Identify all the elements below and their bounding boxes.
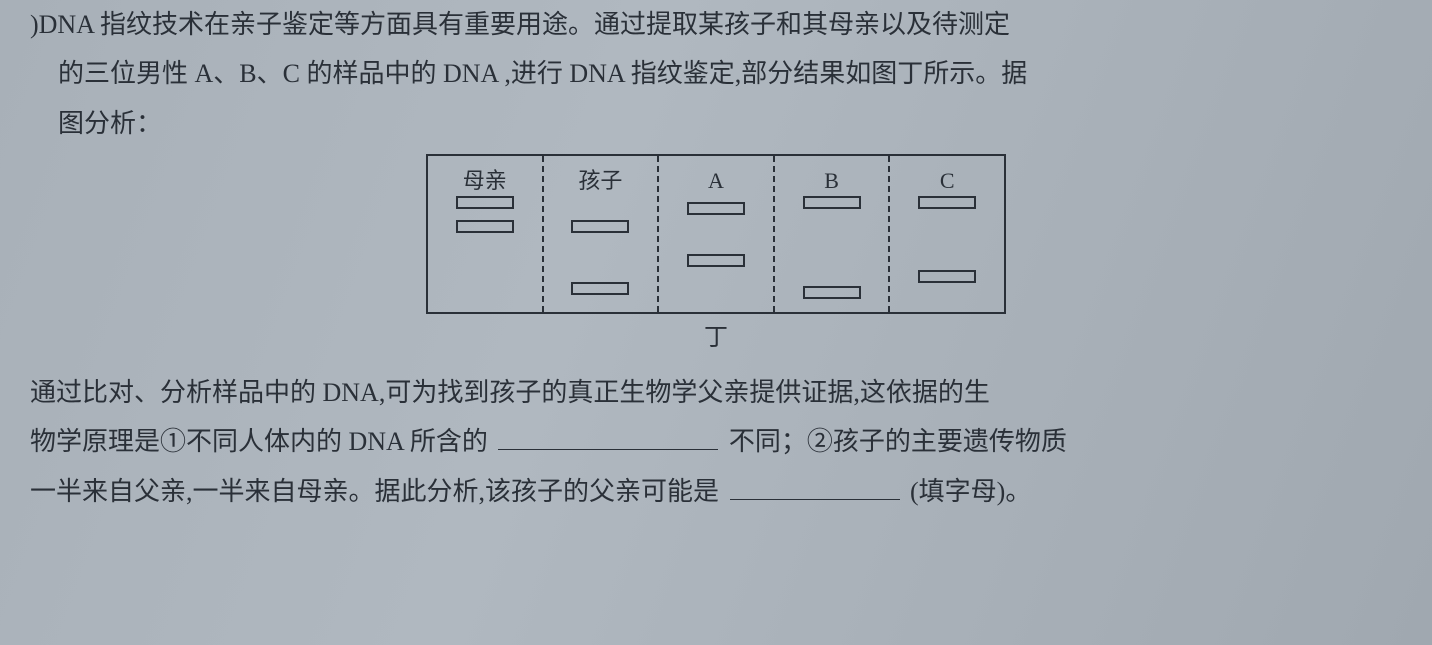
gel-lane: C xyxy=(890,156,1004,312)
gel-lane-bands xyxy=(659,188,773,312)
p2b-post: 不同；②孩子的主要遗传物质 xyxy=(729,427,1067,456)
gel-band xyxy=(687,202,745,215)
gel-lane-bands xyxy=(428,188,542,312)
gel-band xyxy=(571,282,629,295)
gel-box: 母亲 孩子 A B C xyxy=(426,154,1006,314)
paragraph-1-line-1: )DNA 指纹技术在亲子鉴定等方面具有重要用途。通过提取某孩子和其母亲以及待测定 xyxy=(30,0,1402,49)
gel-band xyxy=(918,196,976,209)
paragraph-2-line-1: 通过比对、分析样品中的 DNA,可为找到孩子的真正生物学父亲提供证据,这依据的生 xyxy=(30,368,1402,417)
paragraph-2-line-2: 物学原理是①不同人体内的 DNA 所含的 不同；②孩子的主要遗传物质 xyxy=(30,417,1402,466)
gel-lane-bands xyxy=(544,188,658,312)
paragraph-1-line-2: 的三位男性 A、B、C 的样品中的 DNA ,进行 DNA 指纹鉴定,部分结果如… xyxy=(30,49,1402,98)
page: )DNA 指纹技术在亲子鉴定等方面具有重要用途。通过提取某孩子和其母亲以及待测定… xyxy=(0,0,1432,536)
gel-band xyxy=(687,254,745,267)
paragraph-1-line-3: 图分析： xyxy=(30,99,1402,148)
gel-lane: 母亲 xyxy=(428,156,544,312)
gel-lane-label: B xyxy=(824,160,839,188)
gel-lane: 孩子 xyxy=(544,156,660,312)
gel-lane-bands xyxy=(775,188,889,312)
p2c-pre: 一半来自父亲,一半来自母亲。据此分析,该孩子的父亲可能是 xyxy=(30,477,719,506)
gel-band xyxy=(803,196,861,209)
gel-caption: 丁 xyxy=(704,316,728,362)
gel-band xyxy=(803,286,861,299)
gel-lane-label: C xyxy=(940,160,955,188)
p2b-pre: 物学原理是①不同人体内的 DNA 所含的 xyxy=(30,427,488,456)
gel-band xyxy=(456,196,514,209)
gel-band xyxy=(571,220,629,233)
gel-lane: B xyxy=(775,156,891,312)
gel-band xyxy=(918,270,976,283)
gel-lane-label: 孩子 xyxy=(578,160,622,188)
gel-lane-bands xyxy=(890,188,1004,312)
gel-band xyxy=(456,220,514,233)
p2c-post: (填字母)。 xyxy=(910,477,1031,506)
blank-1 xyxy=(498,424,718,450)
gel-lane-label: 母亲 xyxy=(463,160,507,188)
paragraph-2-line-3: 一半来自父亲,一半来自母亲。据此分析,该孩子的父亲可能是 (填字母)。 xyxy=(30,467,1402,516)
gel-lane-label: A xyxy=(708,160,724,188)
blank-2 xyxy=(730,474,900,500)
gel-lane: A xyxy=(659,156,775,312)
gel-diagram: 母亲 孩子 A B C 丁 xyxy=(30,154,1402,362)
